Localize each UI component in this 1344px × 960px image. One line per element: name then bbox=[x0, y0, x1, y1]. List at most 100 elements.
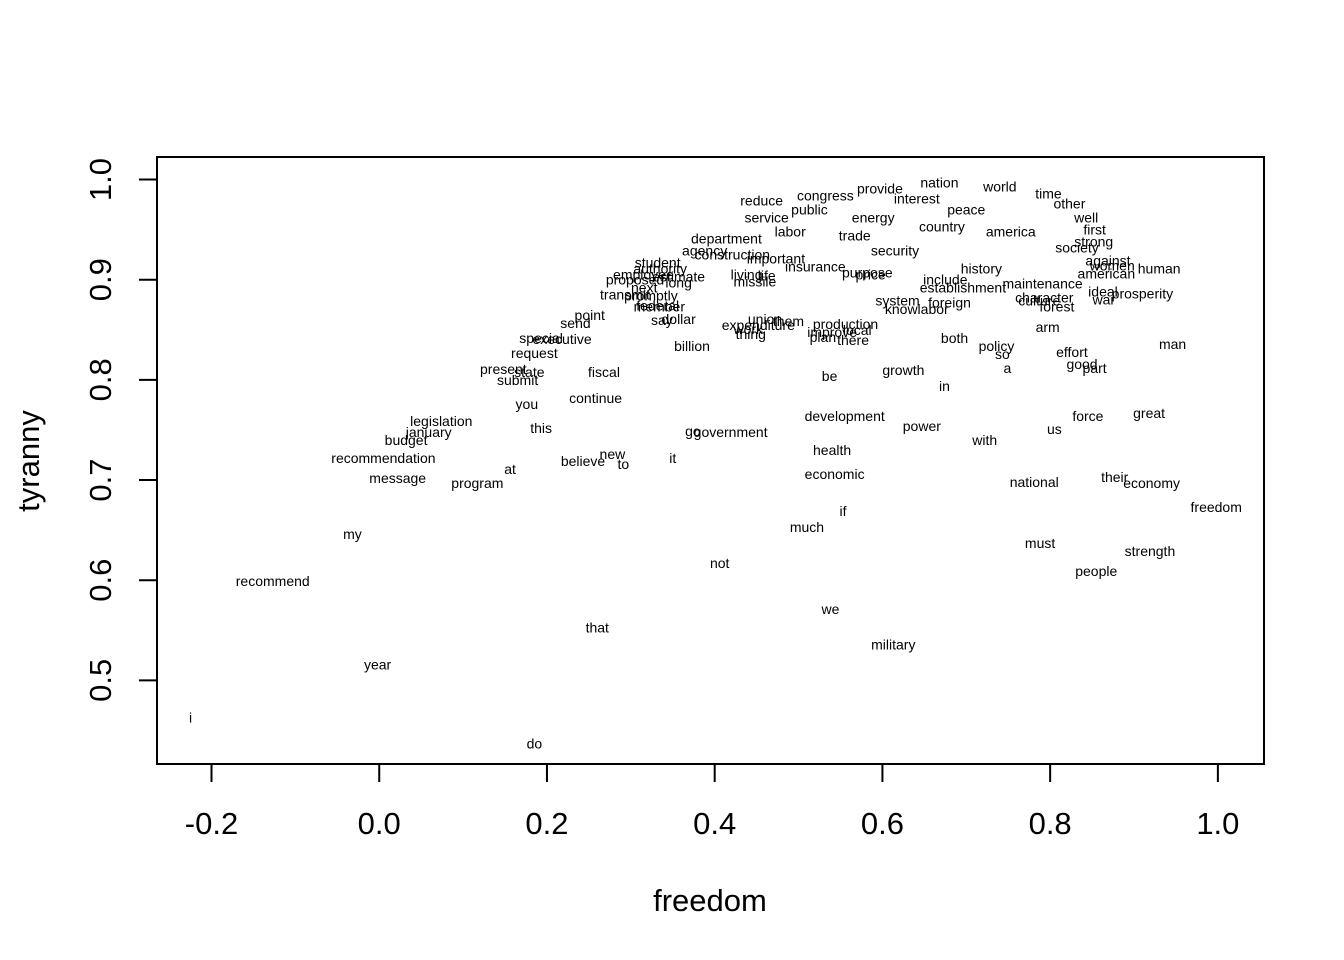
x-tick-label: 0.4 bbox=[693, 806, 736, 841]
point-label: growth bbox=[882, 362, 924, 378]
point-label: them bbox=[773, 313, 804, 329]
point-label: congress bbox=[797, 188, 854, 204]
point-label: local bbox=[843, 322, 872, 338]
y-axis-label: tyranny bbox=[11, 410, 46, 512]
point-label: i bbox=[189, 709, 192, 725]
point-label: forest bbox=[1039, 299, 1074, 315]
point-label: long bbox=[665, 275, 691, 291]
point-label: request bbox=[511, 345, 558, 361]
point-label: with bbox=[971, 432, 997, 448]
point-label: missile bbox=[734, 274, 777, 290]
point-label: if bbox=[840, 503, 847, 519]
point-label: america bbox=[986, 224, 1036, 240]
point-label: insurance bbox=[785, 259, 846, 275]
point-label: recommend bbox=[236, 573, 310, 589]
point-label: dollar bbox=[662, 311, 697, 327]
point-label: development bbox=[805, 408, 885, 424]
point-label: ideal bbox=[1088, 284, 1118, 300]
point-label: society bbox=[1055, 240, 1099, 256]
point-label: important bbox=[747, 251, 805, 267]
point-label: not bbox=[710, 555, 730, 571]
point-label: it bbox=[669, 450, 676, 466]
point-label: employee bbox=[613, 267, 674, 283]
point-label: believe bbox=[561, 453, 606, 469]
x-tick-label: 0.0 bbox=[358, 806, 401, 841]
point-label: security bbox=[871, 243, 919, 259]
point-label: both bbox=[941, 330, 968, 346]
y-tick-label: 0.6 bbox=[83, 559, 118, 602]
point-label: against bbox=[1085, 253, 1130, 269]
point-label: say bbox=[651, 312, 673, 328]
point-label: union bbox=[748, 311, 782, 327]
point-label: freedom bbox=[1191, 499, 1242, 515]
point-label: human bbox=[1138, 261, 1181, 277]
x-tick-label: -0.2 bbox=[185, 806, 238, 841]
point-label: economic bbox=[805, 466, 865, 482]
point-label: be bbox=[822, 368, 838, 384]
point-label: part bbox=[1083, 360, 1107, 376]
point-label: state bbox=[514, 364, 545, 380]
point-label: service bbox=[745, 210, 790, 226]
point-label: first bbox=[1083, 222, 1106, 238]
point-label: next bbox=[631, 280, 658, 296]
point-label: maintenance bbox=[1003, 276, 1083, 292]
point-label: so bbox=[995, 346, 1010, 362]
point-label: effort bbox=[1056, 344, 1088, 360]
y-axis: 0.5 0.6 0.7 0.8 0.9 1.0 bbox=[83, 158, 158, 702]
point-label: power bbox=[903, 418, 941, 434]
point-label: recommendation bbox=[331, 450, 435, 466]
point-label: fiscal bbox=[588, 364, 620, 380]
data-points: idoyearthatmilitarywerecommendnotpeoples… bbox=[189, 175, 1242, 752]
point-label: to bbox=[617, 456, 629, 472]
point-label: living bbox=[731, 267, 763, 283]
point-label: special bbox=[519, 330, 563, 346]
point-label: establishment bbox=[920, 280, 1006, 296]
point-label: time bbox=[1035, 186, 1062, 202]
point-label: strong bbox=[1074, 234, 1113, 250]
point-label: women bbox=[1089, 258, 1135, 274]
point-label: there bbox=[837, 332, 869, 348]
point-label: member bbox=[634, 299, 686, 315]
point-label: peace bbox=[947, 202, 985, 218]
point-label: their bbox=[1101, 469, 1129, 485]
point-label: trade bbox=[839, 228, 871, 244]
point-label: a bbox=[1003, 360, 1011, 376]
point-label: agency bbox=[682, 243, 727, 259]
point-label: much bbox=[790, 519, 824, 535]
point-label: plan bbox=[810, 329, 836, 345]
point-label: us bbox=[1047, 421, 1062, 437]
point-label: man bbox=[1159, 336, 1186, 352]
point-label: that bbox=[586, 619, 609, 635]
point-label: point bbox=[575, 307, 605, 323]
point-label: war bbox=[1092, 292, 1116, 308]
point-label: strength bbox=[1125, 543, 1176, 559]
point-label: you bbox=[516, 396, 539, 412]
x-tick-label: 0.8 bbox=[1029, 806, 1072, 841]
point-label: good bbox=[1066, 356, 1097, 372]
point-label: year bbox=[364, 656, 392, 672]
point-label: work bbox=[732, 321, 764, 337]
point-label: this bbox=[530, 420, 552, 436]
point-label: world bbox=[982, 179, 1016, 195]
point-label: public bbox=[791, 202, 828, 218]
point-label: must bbox=[1025, 535, 1055, 551]
point-label: people bbox=[1075, 563, 1117, 579]
point-label: foreign bbox=[928, 295, 971, 311]
point-label: health bbox=[813, 442, 851, 458]
point-label: in bbox=[939, 378, 950, 394]
point-label: military bbox=[871, 636, 915, 652]
y-tick-label: 0.5 bbox=[83, 659, 118, 702]
point-label: legislation bbox=[410, 413, 472, 429]
point-label: at bbox=[504, 461, 516, 477]
point-label: budget bbox=[385, 432, 428, 448]
point-label: send bbox=[560, 315, 590, 331]
point-label: interest bbox=[894, 191, 940, 207]
point-label: program bbox=[451, 475, 503, 491]
point-label: production bbox=[813, 316, 878, 332]
point-label: well bbox=[1073, 210, 1098, 226]
point-label: improve bbox=[807, 324, 857, 340]
point-label: present bbox=[480, 361, 527, 377]
point-label: new bbox=[600, 446, 627, 462]
point-label: arm bbox=[1036, 319, 1060, 335]
